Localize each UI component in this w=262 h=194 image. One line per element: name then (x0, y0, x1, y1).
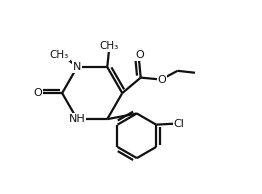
Text: CH₃: CH₃ (50, 50, 69, 60)
Text: N: N (73, 62, 81, 72)
Text: O: O (135, 50, 144, 60)
Text: Cl: Cl (173, 119, 184, 129)
Text: CH₃: CH₃ (100, 41, 119, 51)
Text: O: O (158, 74, 166, 85)
Text: O: O (33, 88, 42, 98)
Text: NH: NH (69, 113, 85, 124)
